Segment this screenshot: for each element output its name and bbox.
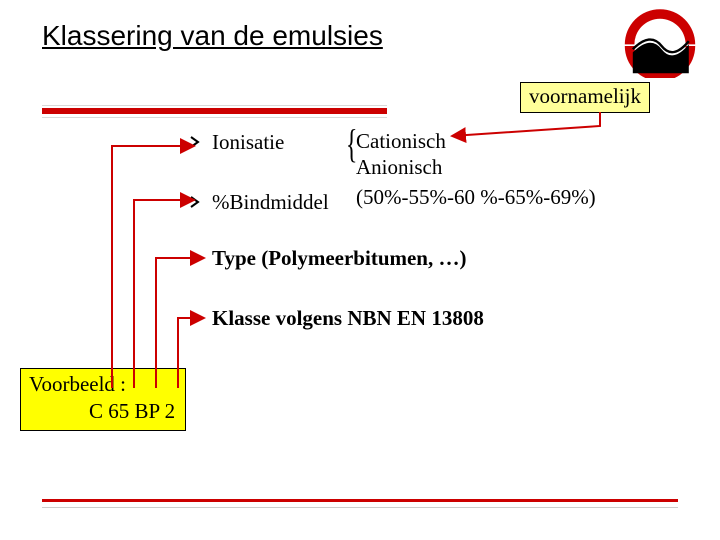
ionisatie-label: Ionisatie	[212, 128, 352, 156]
brand-logo	[618, 6, 702, 78]
box-voorbeeld: Voorbeeld : C 65 BP 2	[20, 368, 186, 431]
title-rule-top	[42, 105, 387, 106]
curly-brace-icon: {	[346, 124, 358, 164]
bullet-chevron-icon	[190, 191, 202, 212]
type-row: Type (Polymeerbitumen, …)	[212, 246, 466, 271]
page-title: Klassering van de emulsies	[42, 20, 383, 52]
bindmiddel-values: (50%-55%-60 %-65%-69%)	[356, 185, 596, 210]
cationisch-label: Cationisch	[356, 128, 446, 154]
title-red-bar	[42, 108, 387, 114]
voorbeeld-line2: C 65 BP 2	[29, 398, 175, 425]
ionisatie-bullet: Ionisatie	[190, 128, 352, 156]
arrow-65-to-bindmiddel	[134, 200, 194, 388]
arrow-voornamelijk-to-cationisch	[452, 112, 600, 136]
title-rule-bot	[42, 117, 387, 118]
arrow-C-to-ionisatie	[112, 146, 194, 388]
bullet-chevron-icon	[190, 131, 202, 152]
klasse-row: Klasse volgens NBN EN 13808	[212, 306, 484, 331]
footer-red-rule	[42, 499, 678, 502]
ionisatie-options: { Cationisch Anionisch	[356, 128, 446, 181]
bullet-list: Ionisatie %Bindmiddel	[190, 128, 352, 219]
bindmiddel-label: %Bindmiddel	[212, 188, 352, 216]
bindmiddel-bullet: %Bindmiddel	[190, 188, 352, 216]
footer-thin-rule	[42, 507, 678, 508]
box-voornamelijk: voornamelijk	[520, 82, 650, 113]
anionisch-label: Anionisch	[356, 154, 446, 180]
voorbeeld-line1: Voorbeeld :	[29, 371, 175, 398]
